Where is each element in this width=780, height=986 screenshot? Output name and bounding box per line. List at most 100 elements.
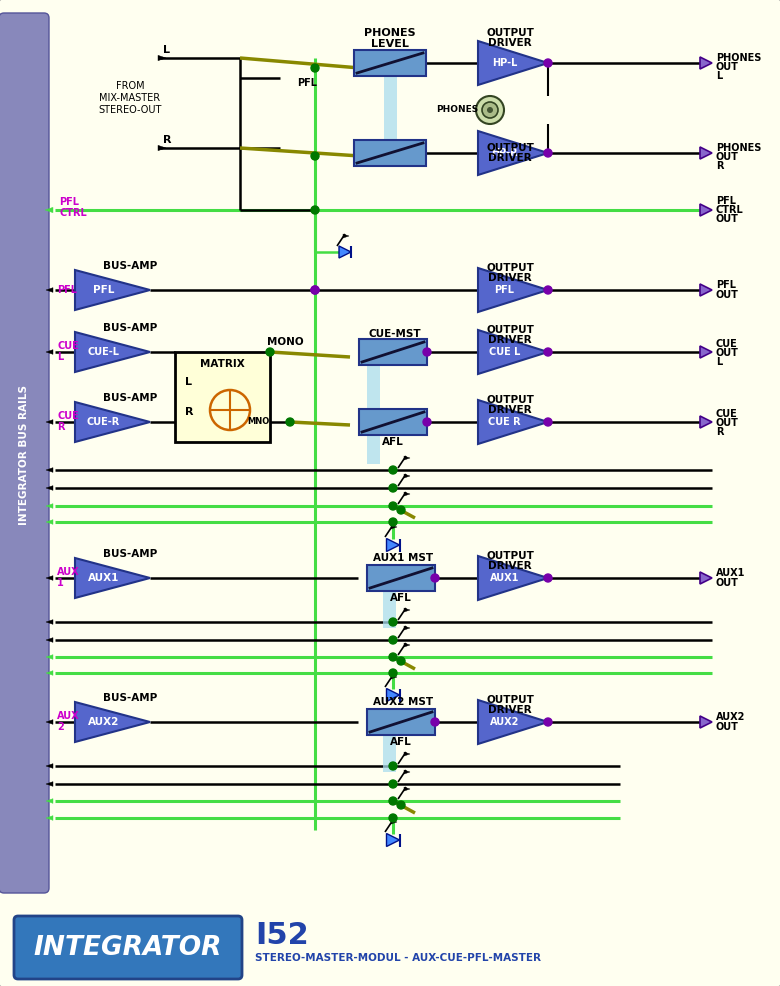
Polygon shape — [387, 538, 399, 551]
Text: MATRIX: MATRIX — [200, 359, 245, 369]
Text: OUTPUT: OUTPUT — [486, 28, 534, 38]
FancyBboxPatch shape — [359, 339, 427, 365]
Circle shape — [431, 574, 439, 582]
Text: CUE L: CUE L — [489, 347, 520, 357]
Text: AFL: AFL — [382, 437, 404, 447]
Text: AUX2 MST: AUX2 MST — [373, 697, 433, 707]
Polygon shape — [46, 670, 53, 675]
Circle shape — [397, 801, 405, 809]
Text: OUTPUT: OUTPUT — [486, 263, 534, 273]
Text: CUE: CUE — [57, 411, 79, 421]
FancyBboxPatch shape — [382, 568, 395, 628]
Text: L: L — [716, 71, 722, 81]
Polygon shape — [391, 820, 397, 824]
Text: R: R — [57, 422, 65, 432]
Polygon shape — [387, 688, 399, 701]
Polygon shape — [75, 270, 150, 310]
Text: OUT: OUT — [716, 578, 739, 588]
Text: PFL: PFL — [297, 78, 317, 88]
Text: L: L — [163, 45, 170, 55]
Circle shape — [544, 286, 552, 294]
Text: R: R — [163, 135, 172, 145]
Text: DRIVER: DRIVER — [488, 153, 532, 163]
Circle shape — [431, 718, 439, 726]
FancyBboxPatch shape — [354, 50, 426, 76]
Text: OUT: OUT — [716, 62, 739, 72]
Text: AUX1 MST: AUX1 MST — [373, 553, 433, 563]
Circle shape — [544, 59, 552, 67]
Circle shape — [544, 348, 552, 356]
Text: PFL: PFL — [716, 280, 736, 290]
Polygon shape — [700, 284, 712, 296]
Text: CTRL: CTRL — [716, 205, 744, 215]
Text: R: R — [716, 427, 724, 437]
Polygon shape — [45, 207, 53, 213]
Text: OUTPUT: OUTPUT — [486, 395, 534, 405]
Polygon shape — [46, 520, 53, 525]
Polygon shape — [391, 675, 397, 679]
Polygon shape — [158, 145, 166, 151]
Text: 2: 2 — [57, 722, 64, 732]
FancyBboxPatch shape — [384, 53, 396, 163]
Circle shape — [482, 102, 498, 118]
Circle shape — [389, 502, 397, 510]
Polygon shape — [404, 770, 410, 774]
Circle shape — [389, 814, 397, 822]
Circle shape — [389, 618, 397, 626]
FancyBboxPatch shape — [367, 709, 435, 735]
Polygon shape — [404, 608, 410, 612]
Polygon shape — [700, 57, 712, 69]
Circle shape — [544, 418, 552, 426]
Polygon shape — [478, 41, 548, 85]
Polygon shape — [46, 638, 53, 642]
Polygon shape — [46, 467, 53, 472]
Text: CUE R: CUE R — [488, 417, 521, 427]
Polygon shape — [46, 288, 53, 292]
Text: BUS-AMP: BUS-AMP — [103, 693, 157, 703]
Text: PHONES: PHONES — [716, 143, 761, 153]
Text: OUT: OUT — [716, 418, 739, 428]
Text: PHONES: PHONES — [364, 28, 416, 38]
FancyBboxPatch shape — [14, 916, 242, 979]
Text: OUT: OUT — [716, 290, 739, 300]
Circle shape — [210, 390, 250, 430]
FancyBboxPatch shape — [354, 140, 426, 166]
Text: AUX1: AUX1 — [716, 568, 746, 578]
Text: PFL: PFL — [57, 285, 77, 295]
Polygon shape — [46, 782, 53, 786]
FancyBboxPatch shape — [359, 409, 427, 435]
Circle shape — [423, 348, 431, 356]
Polygon shape — [75, 702, 150, 742]
FancyBboxPatch shape — [175, 352, 270, 442]
Polygon shape — [404, 456, 410, 460]
Text: STEREO-MASTER-MODUL - AUX-CUE-PFL-MASTER: STEREO-MASTER-MODUL - AUX-CUE-PFL-MASTER — [255, 953, 541, 963]
Text: L: L — [57, 352, 63, 362]
Circle shape — [397, 657, 405, 665]
Text: MONO: MONO — [267, 337, 303, 347]
Polygon shape — [404, 752, 410, 756]
Text: PHONES: PHONES — [716, 53, 761, 63]
Circle shape — [423, 418, 431, 426]
Text: FROM
MIX-MASTER
STEREO-OUT: FROM MIX-MASTER STEREO-OUT — [98, 81, 161, 115]
Text: AUX1: AUX1 — [490, 573, 519, 583]
Text: BUS-AMP: BUS-AMP — [103, 261, 157, 271]
Polygon shape — [46, 350, 53, 354]
Circle shape — [389, 669, 397, 677]
Circle shape — [544, 574, 552, 582]
Polygon shape — [75, 402, 150, 442]
Text: AUX: AUX — [57, 711, 80, 721]
Text: PFL: PFL — [716, 196, 736, 206]
Text: LEVEL: LEVEL — [371, 39, 409, 49]
Polygon shape — [478, 268, 548, 312]
Polygon shape — [478, 131, 548, 175]
Text: OUTPUT: OUTPUT — [486, 325, 534, 335]
Text: PFL: PFL — [495, 285, 515, 295]
Text: L: L — [185, 377, 192, 387]
Text: DRIVER: DRIVER — [488, 405, 532, 415]
Polygon shape — [46, 799, 53, 804]
Text: HP-L: HP-L — [492, 58, 517, 68]
Circle shape — [389, 797, 397, 805]
Text: CUE-R: CUE-R — [87, 417, 120, 427]
Polygon shape — [478, 556, 548, 600]
Text: OUT: OUT — [716, 152, 739, 162]
